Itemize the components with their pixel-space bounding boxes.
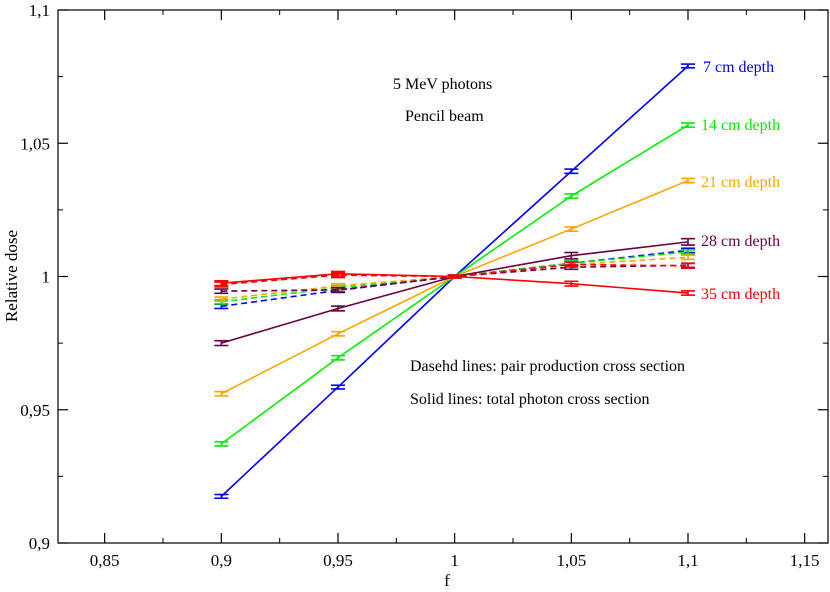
error-bar [331,305,345,312]
series-label-7cm: 7 cm depth [703,59,774,76]
error-bar [331,270,345,278]
y-tick-label: 0,9 [29,534,50,553]
error-bar [681,254,695,261]
error-bar [564,226,579,232]
error-bar [681,63,695,69]
series-35-cm-depth [214,270,695,296]
error-bar [681,249,695,255]
series-7-cm-depth [214,63,695,500]
error-bar [331,384,345,390]
y-axis-label: Relative dose [2,230,21,322]
annotation-beam-type: Pencil beam [405,108,484,125]
x-tick-label: 1,05 [556,551,586,570]
annotation-dashed-lines: Dasehd lines: pair production cross sect… [410,358,685,375]
x-tick-label: 1,15 [790,551,820,570]
error-bar [214,288,229,295]
error-bar [564,261,579,268]
series-label-35cm: 35 cm depth [701,286,780,303]
series-label-14cm: 14 cm depth [701,117,780,134]
error-bar [564,280,579,287]
error-bar [681,177,695,184]
x-tick-label: 1 [450,551,459,570]
error-bar [214,440,229,447]
error-bar [331,286,345,293]
error-bar [681,290,695,296]
error-bar [331,354,345,361]
y-axis-ticks: 0,9 0,95 1 1,05 1,1 [20,1,828,553]
series-line-7-cm-depth [220,65,689,497]
annotation-solid-lines: Solid lines: total photon cross section [410,391,650,408]
error-bar [564,168,579,175]
x-tick-label: 0,95 [323,551,353,570]
error-bar [214,279,229,287]
error-bar [681,262,695,270]
y-tick-label: 1,05 [20,134,50,153]
error-bar [681,122,695,129]
x-axis-label: f [444,571,450,590]
series-label-28cm: 28 cm depth [701,233,780,250]
x-axis-ticks: 0,85 0,9 0,95 1 1,05 1,1 1,15 [90,10,820,570]
series-line-28-cm-depth [221,241,689,344]
error-bar [214,339,229,347]
error-bar [331,330,345,337]
y-tick-label: 1 [42,268,51,287]
series-layer [214,63,695,500]
error-bar [214,296,229,303]
error-bar [214,493,229,500]
error-bar [681,237,695,246]
error-bar [447,274,462,279]
annotation-beam-energy: 5 MeV photons [393,76,492,93]
error-bar [564,193,579,199]
x-tick-label: 0,85 [90,551,120,570]
series-label-21cm: 21 cm depth [701,174,780,191]
error-bar [214,390,229,397]
y-tick-label: 1,1 [29,1,50,20]
x-tick-label: 0,9 [211,551,232,570]
error-bar [564,251,579,260]
y-tick-label: 0,95 [20,401,50,420]
x-tick-label: 1,1 [677,551,698,570]
